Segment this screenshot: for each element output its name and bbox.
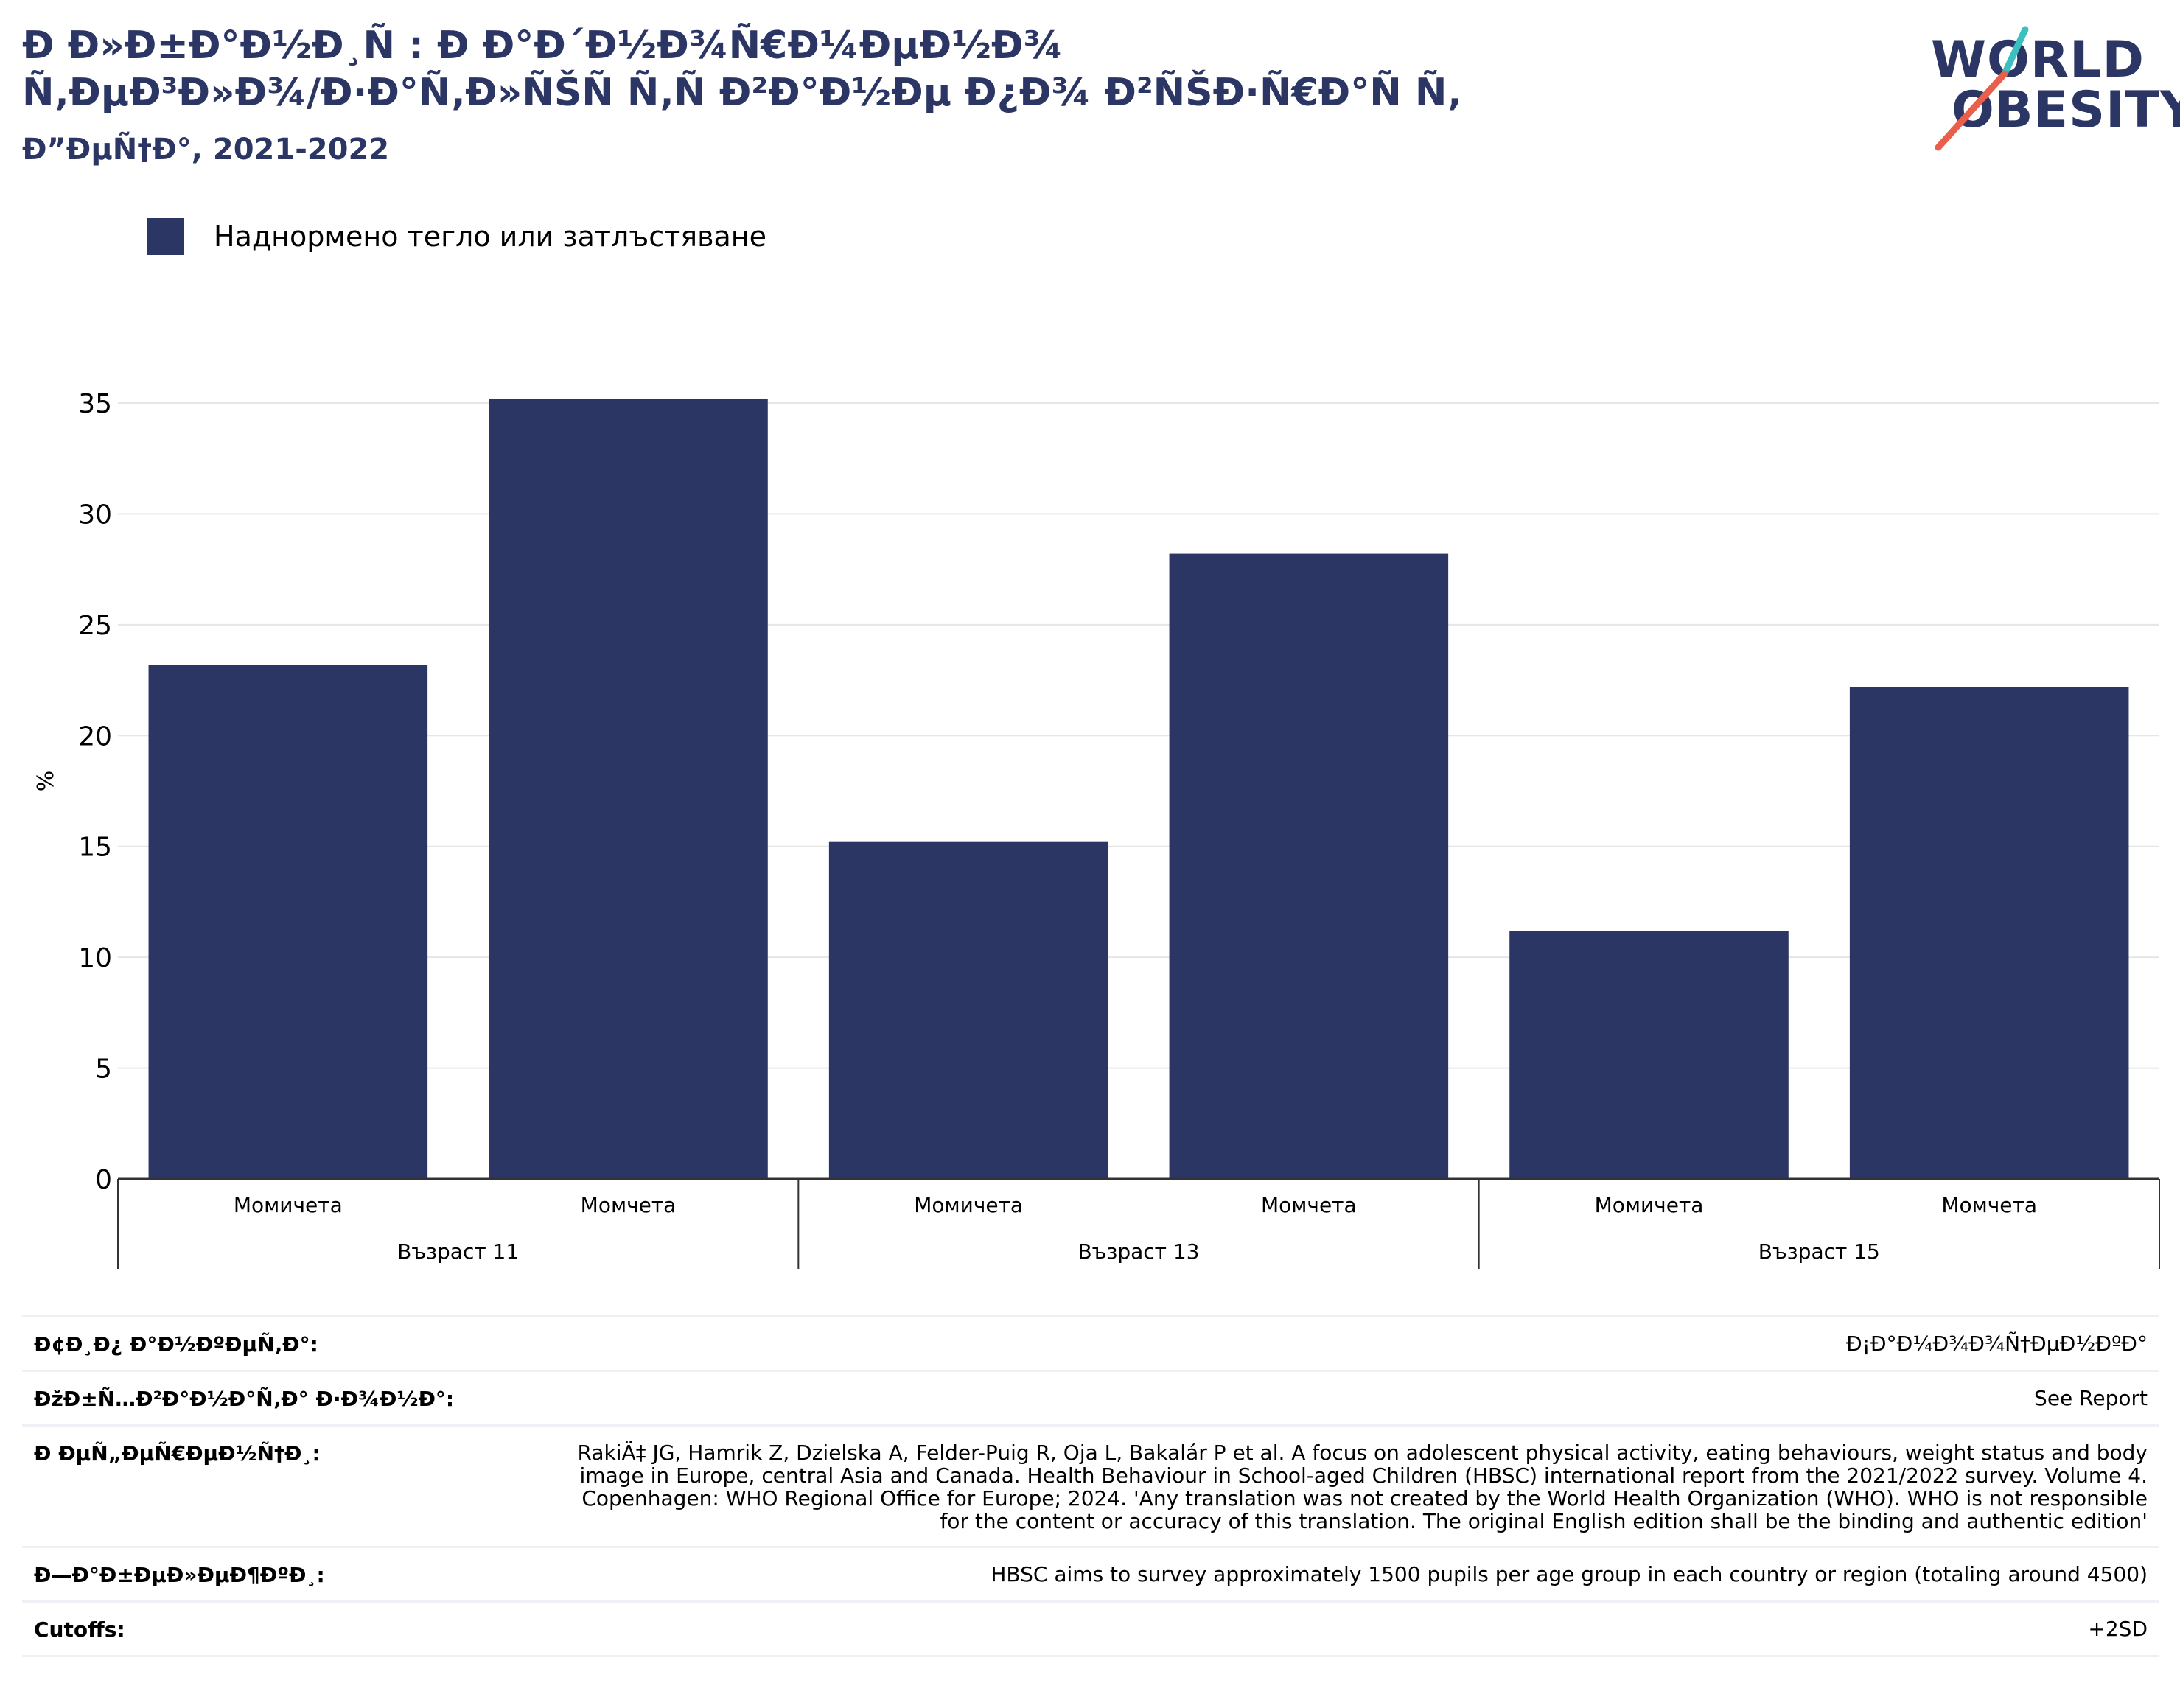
legend-label: Наднормено тегло или затлъстяване: [214, 220, 766, 253]
bar: [1509, 931, 1789, 1179]
world-obesity-logo: WORLD OBESITY: [1924, 22, 2180, 155]
chart-subtitle: Ð”ÐµÑ†Ð°, 2021-2022: [22, 133, 390, 167]
y-tick-label: 35: [78, 389, 112, 419]
x-tick-label: Момичета: [914, 1193, 1023, 1217]
x-tick-label: Момчета: [1941, 1193, 2037, 1217]
chart-title-line-2: Ñ‚ÐµÐ³Ð»Ð¾/Ð·Ð°Ñ‚Ð»ÑŠÑ Ñ‚Ñ Ð²Ð°Ð½Ðµ Ð¿Ð¾…: [22, 71, 1462, 115]
x-group-label: Възраст 15: [1758, 1239, 1880, 1264]
metadata-value: Ð¡Ð°Ð¼Ð¾Ð¾Ñ†ÐµÐ½ÐºÐ°: [1845, 1331, 2148, 1356]
y-tick-label: 0: [95, 1165, 112, 1195]
x-tick-label: Момчета: [1261, 1193, 1357, 1217]
metadata-label: Ð—Ð°Ð±ÐµÐ»ÐµÐ¶ÐºÐ¸:: [34, 1563, 325, 1587]
metadata-label: Ð ÐµÑ„ÐµÑ€ÐµÐ½Ñ†Ð¸:: [34, 1441, 321, 1466]
x-tick-label: Момичета: [234, 1193, 343, 1217]
metadata-label: Ð¢Ð¸Ð¿ Ð°Ð½ÐºÐµÑ‚Ð°:: [34, 1332, 318, 1357]
metadata-row: ÐžÐ±Ñ…Ð²Ð°Ð½Ð°Ñ‚Ð° Ð·Ð¾Ð½Ð°: See Report: [22, 1370, 2159, 1424]
metadata-row: Cutoffs: +2SD: [22, 1600, 2159, 1657]
metadata-row: Ð ÐµÑ„ÐµÑ€ÐµÐ½Ñ†Ð¸: RakiÄ‡ JG, Hamrik Z, …: [22, 1424, 2159, 1546]
metadata-row: Ð—Ð°Ð±ÐµÐ»ÐµÐ¶ÐºÐ¸: HBSC aims to survey a…: [22, 1546, 2159, 1600]
logo-slash-icon: [1935, 26, 2029, 151]
chart-title: Ð Ð»Ð±Ð°Ð½Ð¸Ñ : Ð Ð°Ð´Ð½Ð¾Ñ€Ð¼ÐµÐ½Ð¾ Ñ‚Ð…: [22, 22, 1680, 116]
metadata-row: Ð¢Ð¸Ð¿ Ð°Ð½ÐºÐµÑ‚Ð°: Ð¡Ð°Ð¼Ð¾Ð¾Ñ†ÐµÐ½ÐºÐ°: [22, 1315, 2159, 1370]
metadata-value: +2SD: [2088, 1617, 2148, 1641]
y-tick-label: 30: [78, 500, 112, 530]
x-tick-label: Момчета: [581, 1193, 677, 1217]
x-group-label: Възраст 13: [1077, 1239, 1199, 1264]
chart-title-line-1: Ð Ð»Ð±Ð°Ð½Ð¸Ñ : Ð Ð°Ð´Ð½Ð¾Ñ€Ð¼ÐµÐ½Ð¾: [22, 24, 1063, 68]
y-axis-label: %: [33, 771, 59, 792]
metadata-value: RakiÄ‡ JG, Hamrik Z, Dzielska A, Felder-…: [577, 1441, 2148, 1533]
y-tick-label: 5: [95, 1054, 112, 1085]
metadata-label: ÐžÐ±Ñ…Ð²Ð°Ð½Ð°Ñ‚Ð° Ð·Ð¾Ð½Ð°:: [34, 1387, 455, 1411]
y-tick-label: 10: [78, 943, 112, 973]
metadata-value: HBSC aims to survey approximately 1500 p…: [991, 1562, 2148, 1586]
metadata-value: See Report: [2034, 1386, 2148, 1410]
metadata-label: Cutoffs:: [34, 1617, 125, 1642]
bar: [489, 398, 768, 1179]
bar: [828, 841, 1108, 1179]
logo-word-world: WORLD: [1931, 31, 2145, 89]
x-group-label: Възраст 11: [397, 1239, 519, 1264]
y-tick-label: 25: [78, 611, 112, 641]
x-tick-label: Момичета: [1595, 1193, 1704, 1217]
y-tick-label: 20: [78, 721, 112, 752]
bar: [148, 665, 428, 1179]
legend-swatch: [147, 218, 184, 255]
bar-chart: 0 5 10 15 20 25 30 35% Момичета Момчета Възраст 11…: [33, 389, 2160, 1269]
metadata-table: Ð¢Ð¸Ð¿ Ð°Ð½ÐºÐµÑ‚Ð°: Ð¡Ð°Ð¼Ð¾Ð¾Ñ†ÐµÐ½ÐºÐ°…: [22, 1315, 2159, 1657]
bar: [1849, 687, 2129, 1179]
chart-legend: Наднормено тегло или затлъстяване: [147, 218, 766, 255]
bar: [1169, 553, 1449, 1179]
y-tick-label: 15: [78, 833, 112, 863]
